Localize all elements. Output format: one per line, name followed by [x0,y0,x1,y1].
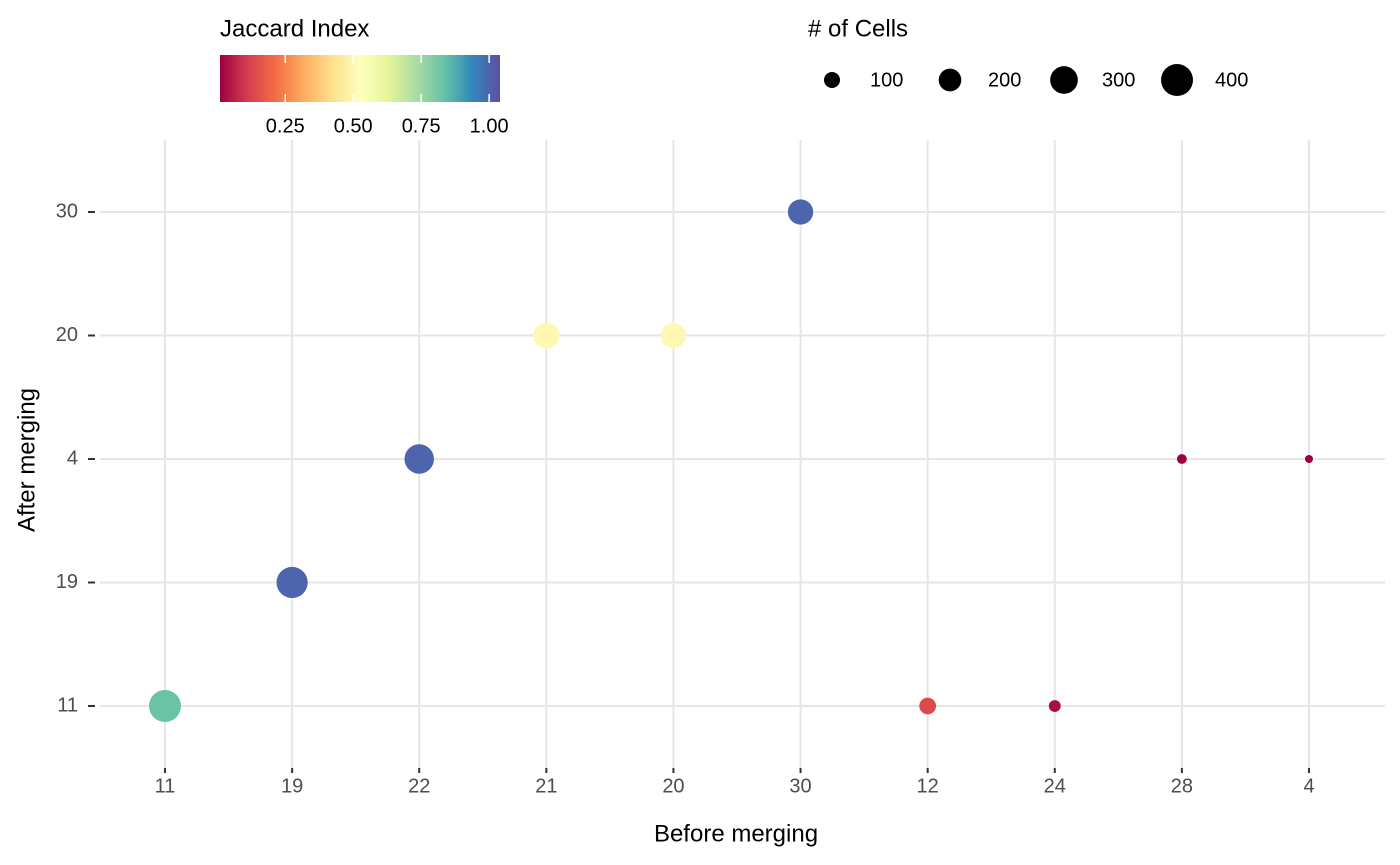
size-legend-label: 400 [1215,69,1248,91]
size-legend-label: 300 [1102,69,1135,91]
size-legend-circle [1050,66,1078,94]
colorbar-tick-label: 1.00 [470,115,509,137]
x-tick-label: 30 [789,775,811,797]
point [1176,454,1187,464]
y-axis-title: After merging [13,388,40,532]
x-tick-label: 20 [662,775,684,797]
grid [100,140,1385,768]
y-tick-label: 19 [56,571,78,593]
x-tick-label: 12 [917,775,939,797]
y-tick-label: 20 [56,324,78,346]
point [1048,700,1061,712]
point [533,322,560,349]
size-legend-circle [938,68,962,92]
colorbar [220,55,500,102]
points [149,199,1313,722]
point [276,566,308,599]
point [1305,455,1313,463]
colorbar-tick-label: 0.50 [334,115,373,137]
point [919,697,937,715]
point [404,444,434,474]
y-tick-label: 4 [67,447,78,469]
x-tick-label: 24 [1044,775,1066,797]
colorbar-tick-label: 0.75 [402,115,441,137]
size-legend-circle [824,72,840,88]
x-tick-label: 19 [281,775,303,797]
x-tick-label: 21 [535,775,557,797]
size-legend-title: # of Cells [808,15,908,42]
colorbar-tick-label: 0.25 [266,115,305,137]
x-tick-label: 28 [1171,775,1193,797]
size-legend-circle [1161,64,1193,96]
y-tick-label: 30 [56,200,78,222]
point [660,322,687,349]
point [149,690,181,722]
point [787,199,814,225]
size-legend-label: 200 [988,69,1021,91]
x-axis-title: Before merging [654,820,818,847]
x-tick-label: 11 [155,775,176,797]
x-tick-label: 4 [1303,775,1314,797]
color-legend-title: Jaccard Index [220,15,369,42]
x-tick-label: 22 [408,775,430,797]
y-tick-label: 11 [57,694,78,716]
size-legend-label: 100 [870,69,903,91]
